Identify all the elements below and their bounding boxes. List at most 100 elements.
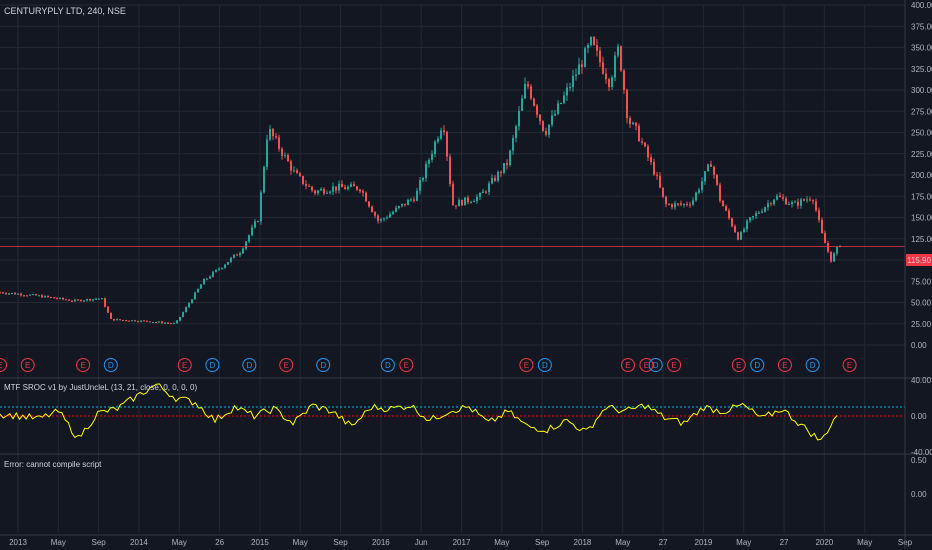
candle-body — [242, 248, 244, 254]
dividend-marker[interactable]: D — [648, 358, 663, 372]
marker-letter: E — [182, 361, 187, 370]
indicator-y-tick: 40.00 — [911, 376, 932, 385]
marker-circle — [842, 358, 857, 372]
candle-body — [119, 319, 121, 321]
candle-body — [410, 199, 412, 201]
dividend-marker[interactable]: D — [380, 358, 395, 372]
candle-body — [176, 320, 178, 324]
candle-body — [527, 83, 529, 87]
candle-body — [14, 292, 16, 295]
indicator-title[interactable]: MTF SROC v1 by JustUncleL (13, 21, close… — [4, 383, 198, 392]
candle-body — [257, 221, 259, 223]
candle-body — [80, 299, 82, 302]
candle-body — [716, 174, 718, 185]
candle-body — [530, 86, 532, 99]
earnings-marker[interactable]: E — [777, 358, 792, 372]
candle-body — [434, 141, 436, 155]
dividend-marker[interactable]: D — [242, 358, 257, 372]
candle-body — [458, 200, 460, 207]
earnings-marker[interactable]: E — [0, 358, 7, 372]
price-label-text: 115.90 — [907, 256, 931, 265]
candle-body — [152, 322, 154, 324]
earnings-marker[interactable]: E — [76, 358, 91, 372]
candle-body — [515, 126, 517, 138]
earnings-marker[interactable]: E — [731, 358, 746, 372]
candle-body — [137, 321, 139, 323]
marker-circle — [731, 358, 746, 372]
dividend-marker[interactable]: D — [805, 358, 820, 372]
candle-body — [29, 294, 31, 296]
dividend-marker[interactable]: D — [103, 358, 118, 372]
event-markers[interactable]: EEEDEDDEDDEEDEEDEEDEDE — [0, 358, 857, 372]
candle-body — [461, 200, 463, 206]
candle-body — [443, 130, 445, 132]
candle-body — [356, 186, 358, 190]
candle-body — [437, 138, 439, 142]
candle-body — [614, 55, 616, 78]
earnings-marker[interactable]: E — [519, 358, 534, 372]
sroc-panel — [0, 383, 905, 441]
x-tick-label: Sep — [92, 538, 107, 547]
x-tick-label: May — [51, 538, 66, 547]
candle-body — [572, 75, 574, 88]
marker-circle — [777, 358, 792, 372]
earnings-marker[interactable]: E — [639, 358, 654, 372]
marker-letter: E — [736, 361, 741, 370]
candle-body — [812, 200, 814, 202]
marker-circle — [380, 358, 395, 372]
candle-body — [65, 299, 67, 301]
candle-body — [806, 199, 808, 201]
candle-body — [485, 191, 487, 193]
candle-body — [425, 163, 427, 179]
dividend-marker[interactable]: D — [205, 358, 220, 372]
candle-body — [599, 50, 601, 63]
candle-body — [140, 320, 142, 322]
marker-letter: D — [542, 361, 548, 370]
y-tick-label: 150.00 — [911, 214, 932, 223]
earnings-marker[interactable]: E — [620, 358, 635, 372]
earnings-marker[interactable]: E — [279, 358, 294, 372]
indicator-y-tick: -40.00 — [911, 448, 932, 457]
x-tick-label: 27 — [659, 538, 668, 547]
marker-letter: D — [810, 361, 816, 370]
earnings-marker[interactable]: E — [667, 358, 682, 372]
y-tick-label: 225.00 — [911, 150, 932, 159]
candle-body — [740, 232, 742, 240]
candle-body — [512, 137, 514, 151]
candle-body — [455, 205, 457, 207]
dividend-marker[interactable]: D — [316, 358, 331, 372]
candle-body — [560, 102, 562, 104]
candle-body — [38, 295, 40, 297]
candle-body — [233, 254, 235, 258]
candle-body — [509, 150, 511, 166]
earnings-marker[interactable]: E — [177, 358, 192, 372]
candle-body — [467, 197, 469, 202]
x-tick-label: 2016 — [372, 538, 390, 547]
candle-body — [395, 207, 397, 212]
candle-body — [815, 201, 817, 211]
candle-body — [743, 229, 745, 233]
marker-letter: E — [80, 361, 85, 370]
candle-body — [752, 216, 754, 218]
candle-body — [785, 198, 787, 205]
candle-body — [164, 322, 166, 324]
candle-body — [179, 316, 181, 321]
y-tick-label: 275.00 — [911, 107, 932, 116]
candle-body — [254, 221, 256, 228]
candle-body — [635, 122, 637, 126]
candle-body — [122, 319, 124, 321]
earnings-marker[interactable]: E — [842, 358, 857, 372]
candle-body — [431, 154, 433, 160]
candle-body — [74, 299, 76, 302]
x-tick-label: 27 — [780, 538, 789, 547]
dividend-marker[interactable]: D — [537, 358, 552, 372]
candle-body — [347, 186, 349, 190]
candle-body — [824, 233, 826, 244]
candle-body — [821, 219, 823, 234]
candle-body — [731, 218, 733, 227]
candle-body — [197, 288, 199, 293]
earnings-marker[interactable]: E — [20, 358, 35, 372]
dividend-marker[interactable]: D — [750, 358, 765, 372]
earnings-marker[interactable]: E — [399, 358, 414, 372]
